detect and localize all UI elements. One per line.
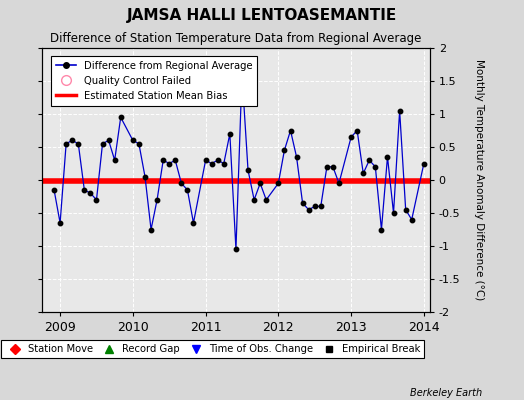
- Text: Berkeley Earth: Berkeley Earth: [410, 388, 482, 398]
- Text: JAMSA HALLI LENTOASEMANTIE: JAMSA HALLI LENTOASEMANTIE: [127, 8, 397, 23]
- Y-axis label: Monthly Temperature Anomaly Difference (°C): Monthly Temperature Anomaly Difference (…: [474, 59, 484, 301]
- Title: Difference of Station Temperature Data from Regional Average: Difference of Station Temperature Data f…: [50, 32, 421, 46]
- Legend: Station Move, Record Gap, Time of Obs. Change, Empirical Break: Station Move, Record Gap, Time of Obs. C…: [1, 340, 424, 358]
